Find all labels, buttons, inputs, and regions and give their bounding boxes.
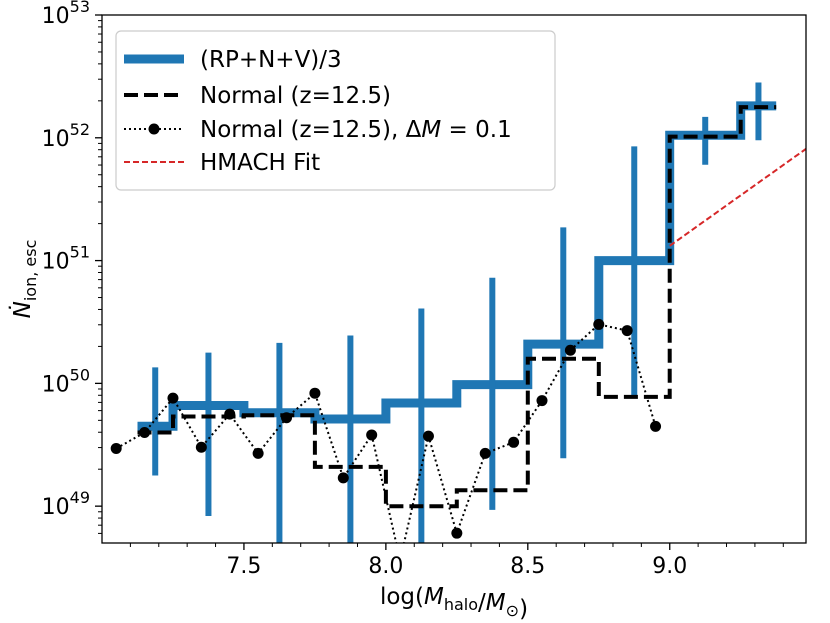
legend-marker <box>148 123 160 135</box>
legend: (RP+N+V)/3 Normal (z=12.5) Normal (z=12.5)… <box>115 30 556 191</box>
y-tick-label: 1049 <box>42 488 90 520</box>
data-point-14 <box>508 436 520 448</box>
y-tick-label: 1050 <box>42 365 90 397</box>
data-point-7 <box>309 387 321 399</box>
x-axis-label: log(Mhalo/M⊙) <box>380 584 528 622</box>
data-point-16 <box>564 344 576 356</box>
y-tick-label: 1052 <box>42 120 90 152</box>
x-tick-label: 7.5 <box>226 554 261 579</box>
series-dotted-line <box>115 323 657 543</box>
axes-frame <box>101 14 807 544</box>
data-point-18 <box>621 325 633 337</box>
series-hmach-fit-line <box>669 148 806 247</box>
data-point-5 <box>252 447 264 459</box>
legend-label-2: Normal (z=12.5), ΔM = 0.1 <box>200 117 512 143</box>
data-point-11 <box>422 430 434 442</box>
x-tick-label: 8.5 <box>510 554 545 579</box>
data-point-0 <box>110 442 122 454</box>
plot-area <box>110 82 806 543</box>
legend-label-1: Normal (z=12.5) <box>200 83 391 109</box>
y-tick-label: 1053 <box>42 0 90 29</box>
data-point-9 <box>366 429 378 441</box>
legend-box <box>115 30 556 191</box>
data-point-6 <box>281 412 293 424</box>
data-point-8 <box>337 472 349 484</box>
data-point-12 <box>451 527 463 539</box>
y-axis-label: Ṅion, esc <box>8 240 40 319</box>
data-point-4 <box>224 408 236 420</box>
data-point-3 <box>195 441 207 453</box>
data-point-13 <box>479 447 491 459</box>
data-point-2 <box>167 392 179 404</box>
axes: 7.5 8.0 8.5 9.0 1049 1050 1051 1052 1053 log(Mhal… <box>8 0 807 622</box>
data-point-1 <box>139 426 151 438</box>
data-point-15 <box>536 395 548 407</box>
data-point-19 <box>650 420 662 432</box>
y-tick-label: 1051 <box>42 243 90 275</box>
series-normal-dashed-line <box>137 105 777 509</box>
legend-label-0: (RP+N+V)/3 <box>200 47 342 73</box>
legend-label-3: HMACH Fit <box>200 150 320 176</box>
data-point-17 <box>593 318 605 330</box>
x-tick-label: 8.0 <box>368 554 403 579</box>
x-tick-label: 9.0 <box>652 554 687 579</box>
